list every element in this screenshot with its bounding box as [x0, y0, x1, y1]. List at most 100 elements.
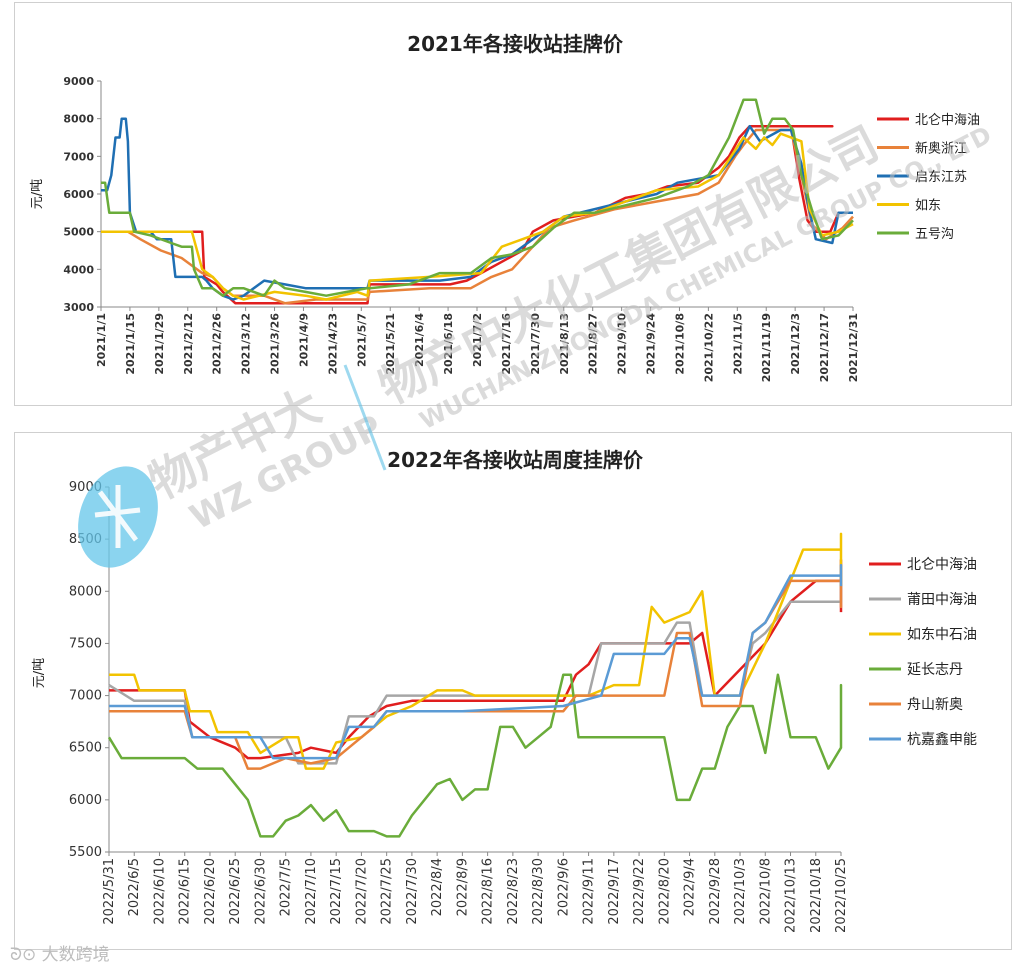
y-tick-label: 6000: [69, 793, 102, 808]
x-tick-label: 2021/4/9: [297, 313, 310, 367]
x-tick-label: 2021/9/10: [616, 313, 629, 375]
x-tick-label: 2022/5/31: [102, 858, 117, 925]
x-tick-label: 2022/8/9: [455, 858, 470, 916]
legend-label: 杭嘉鑫申能: [907, 731, 977, 748]
x-tick-label: 2021/11/5: [731, 313, 744, 375]
series-line-4: [107, 673, 843, 838]
x-tick-label: 2021/1/1: [95, 313, 108, 367]
x-tick-label: 2022/6/25: [228, 858, 243, 925]
legend-label: 启东江苏: [915, 169, 967, 185]
legend-label: 新奥浙江: [915, 141, 967, 157]
legend-label: 北仑中海油: [907, 557, 977, 573]
x-tick-label: 2022/8/23: [506, 858, 521, 925]
y-tick-label: 6000: [63, 188, 94, 201]
x-tick-label: 2021/3/12: [240, 313, 253, 375]
series-line-2: [101, 128, 854, 305]
x-tick-label: 2022/10/8: [758, 858, 773, 925]
legend-label: 延长志丹: [907, 662, 963, 678]
x-tick-label: 2022/8/30: [531, 858, 546, 925]
series-line-6: [109, 563, 843, 760]
y-tick-label: 8000: [69, 584, 102, 599]
series-line-1: [101, 124, 853, 305]
series-line-5: [101, 98, 854, 297]
x-tick-label: 2021/2/12: [182, 313, 195, 375]
x-tick-label: 2022/8/20: [657, 858, 672, 925]
x-tick-label: 2022/7/15: [329, 858, 344, 925]
x-tick-label: 2021/1/29: [153, 313, 166, 375]
x-tick-label: 2021/7/30: [529, 313, 542, 375]
y-tick-label: 9000: [69, 480, 102, 495]
x-tick-label: 2022/6/10: [152, 858, 167, 925]
x-tick-label: 2021/9/24: [645, 313, 658, 375]
x-tick-label: 2022/8/16: [481, 858, 496, 925]
legend-label: 如东: [915, 198, 941, 214]
x-tick-label: 2021/7/2: [471, 313, 484, 367]
legend-label: 北仑中海油: [915, 113, 980, 128]
x-tick-label: 2022/7/20: [354, 858, 369, 925]
x-tick-label: 2022/7/5: [279, 858, 294, 916]
x-tick-label: 2022/10/18: [809, 858, 824, 933]
legend-label: 莆田中海油: [907, 592, 977, 608]
y-tick-label: 5000: [63, 226, 94, 239]
x-tick-label: 2022/10/13: [784, 858, 799, 933]
x-tick-label: 2022/9/4: [683, 858, 698, 916]
x-tick-label: 2022/7/25: [380, 858, 395, 925]
x-tick-label: 2022/6/5: [127, 858, 142, 916]
x-tick-label: 2021/10/8: [673, 313, 686, 375]
x-tick-label: 2021/6/18: [442, 313, 455, 375]
x-tick-label: 2022/9/6: [556, 858, 571, 916]
line-chart-2022: 2022年各接收站周度挂牌价 5500 6000 6500 7000 7500 8000 85…: [32, 448, 977, 933]
x-tick-label: 2021/8/27: [587, 313, 600, 375]
x-tick-label: 2022/9/28: [708, 858, 723, 925]
x-tick-label: 2022/9/22: [632, 858, 647, 925]
x-tick-label: 2021/12/3: [789, 313, 802, 375]
footer-watermark-text: 大数跨境: [41, 945, 110, 965]
x-tick-label: 2021/8/13: [558, 313, 571, 375]
x-tick-label: 2021/7/16: [500, 313, 513, 375]
y-axis-label: 元/吨: [30, 179, 45, 209]
line-chart-2021: 2021年各接收站挂牌价 3000 4000 5000 6000 7000 8000 9000…: [30, 32, 980, 382]
x-tick-label: 2022/9/17: [607, 858, 622, 925]
legend-label: 舟山新奥: [907, 696, 963, 713]
chart-panel-2022: 2022年各接收站周度挂牌价 5500 6000 6500 7000 7500 8000 85…: [14, 432, 1012, 950]
x-tick-label: 2022/7/30: [405, 858, 420, 925]
y-tick-label: 7000: [69, 689, 102, 704]
y-tick-label: 7000: [63, 150, 94, 163]
x-tick-label: 2021/12/17: [818, 313, 831, 382]
x-tick-label: 2022/7/10: [304, 858, 319, 925]
x-tick-label: 2021/1/15: [124, 313, 137, 375]
x-tick-label: 2022/8/4: [430, 858, 445, 916]
y-tick-label: 6500: [69, 741, 102, 756]
footer-watermark: ᘐ⊙ 大数跨境: [10, 940, 110, 965]
chart-panel-2021: 2021年各接收站挂牌价 3000 4000 5000 6000 7000 8000 9000…: [14, 2, 1012, 406]
x-tick-label: 2022/6/20: [203, 858, 218, 925]
x-tick-label: 2021/4/23: [326, 313, 339, 375]
y-tick-label: 7500: [69, 636, 102, 651]
series-line-2: [108, 570, 843, 765]
x-tick-label: 2022/6/15: [178, 858, 193, 925]
series-line-3: [109, 532, 843, 770]
x-tick-label: 2022/10/25: [834, 858, 849, 933]
y-axis-label: 元/吨: [32, 658, 47, 688]
y-tick-label: 4000: [63, 263, 94, 276]
x-tick-label: 2021/10/22: [702, 313, 715, 382]
x-tick-label: 2021/3/26: [269, 313, 282, 375]
legend-label: 五号沟: [915, 227, 954, 242]
y-tick-label: 8500: [69, 532, 102, 547]
series-line-4: [101, 132, 854, 301]
series-line-5: [109, 563, 843, 770]
x-tick-label: 2021/2/26: [211, 313, 224, 375]
x-tick-label: 2021/12/31: [847, 313, 860, 382]
y-tick-label: 5500: [69, 845, 102, 860]
x-tick-label: 2021/11/19: [760, 313, 773, 382]
x-tick-label: 2021/6/4: [413, 313, 426, 367]
y-tick-label: 3000: [63, 301, 94, 314]
x-tick-label: 2022/10/3: [733, 858, 748, 925]
y-tick-label: 9000: [63, 75, 94, 88]
legend-label: 如东中石油: [907, 627, 977, 643]
x-tick-label: 2022/9/11: [582, 858, 597, 925]
x-tick-label: 2021/5/7: [355, 313, 368, 367]
chart-title: 2022年各接收站周度挂牌价: [387, 448, 644, 472]
y-tick-label: 8000: [63, 113, 94, 126]
chart-title: 2021年各接收站挂牌价: [407, 32, 624, 56]
